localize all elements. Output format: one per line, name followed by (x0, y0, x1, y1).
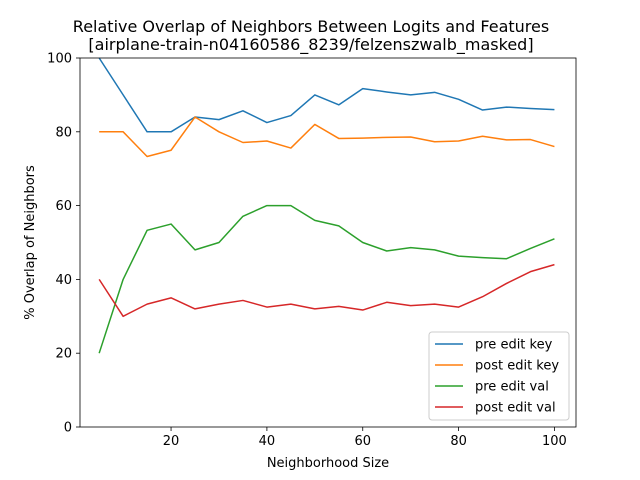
y-tick-label: 20 (55, 347, 72, 362)
x-tick-label: 40 (259, 434, 276, 449)
axes-frame (79, 57, 577, 428)
x-tick-label: 60 (354, 434, 371, 449)
x-tick-label: 20 (163, 434, 180, 449)
y-axis-label: % Overlap of Neighbors (23, 165, 38, 320)
legend-label-4: post edit val (475, 401, 556, 416)
series-line-4 (98, 263, 555, 318)
y-tick-label: 60 (55, 199, 72, 214)
x-tick-label: 80 (450, 434, 467, 449)
chart-title: Relative Overlap of Neighbors Between Lo… (73, 17, 549, 36)
series-line-1 (98, 57, 555, 133)
series-line-2 (99, 116, 555, 158)
x-axis-label: Neighborhood Size (267, 456, 389, 471)
legend-label-1: pre edit key (475, 338, 553, 353)
legend-label-3: pre edit val (475, 380, 549, 395)
y-tick-label: 80 (55, 125, 72, 140)
y-tick-label: 40 (55, 273, 72, 288)
legend-label-2: post edit key (475, 359, 559, 374)
chart-subtitle: [airplane-train-n04160586_8239/felzenszw… (88, 35, 533, 55)
series-line-3 (98, 204, 555, 354)
legend-box (428, 331, 570, 421)
y-tick-label: 0 (64, 421, 72, 436)
y-tick-label: 100 (47, 52, 72, 67)
x-tick-label: 100 (542, 434, 567, 449)
legend: pre edit key post edit key pre edit val pos… (428, 331, 570, 421)
plot-area: 20 40 60 80 100 0 20 40 60 80 100 (47, 52, 577, 449)
